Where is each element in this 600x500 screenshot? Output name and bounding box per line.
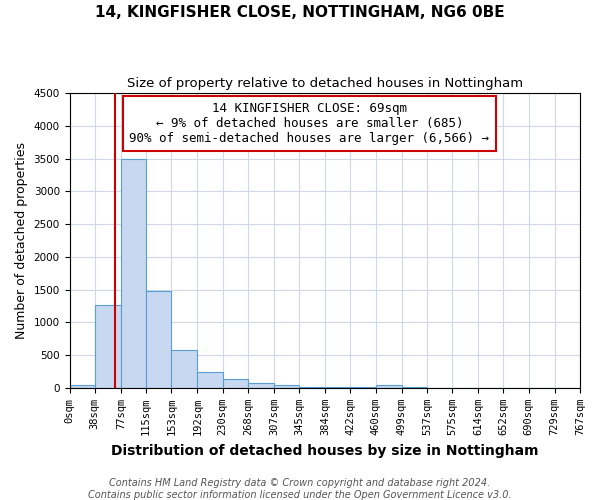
Bar <box>197 372 223 388</box>
Bar <box>376 384 401 388</box>
Bar <box>274 384 299 388</box>
Text: 14, KINGFISHER CLOSE, NOTTINGHAM, NG6 0BE: 14, KINGFISHER CLOSE, NOTTINGHAM, NG6 0B… <box>95 5 505 20</box>
Bar <box>121 158 146 388</box>
Bar <box>146 291 172 388</box>
Y-axis label: Number of detached properties: Number of detached properties <box>15 142 28 339</box>
Title: Size of property relative to detached houses in Nottingham: Size of property relative to detached ho… <box>127 78 523 90</box>
X-axis label: Distribution of detached houses by size in Nottingham: Distribution of detached houses by size … <box>111 444 539 458</box>
Bar <box>70 384 95 388</box>
Bar <box>172 350 197 388</box>
Bar <box>95 304 121 388</box>
Bar <box>223 379 248 388</box>
Text: 14 KINGFISHER CLOSE: 69sqm
← 9% of detached houses are smaller (685)
90% of semi: 14 KINGFISHER CLOSE: 69sqm ← 9% of detac… <box>130 102 490 145</box>
Bar <box>248 382 274 388</box>
Text: Contains HM Land Registry data © Crown copyright and database right 2024.
Contai: Contains HM Land Registry data © Crown c… <box>88 478 512 500</box>
